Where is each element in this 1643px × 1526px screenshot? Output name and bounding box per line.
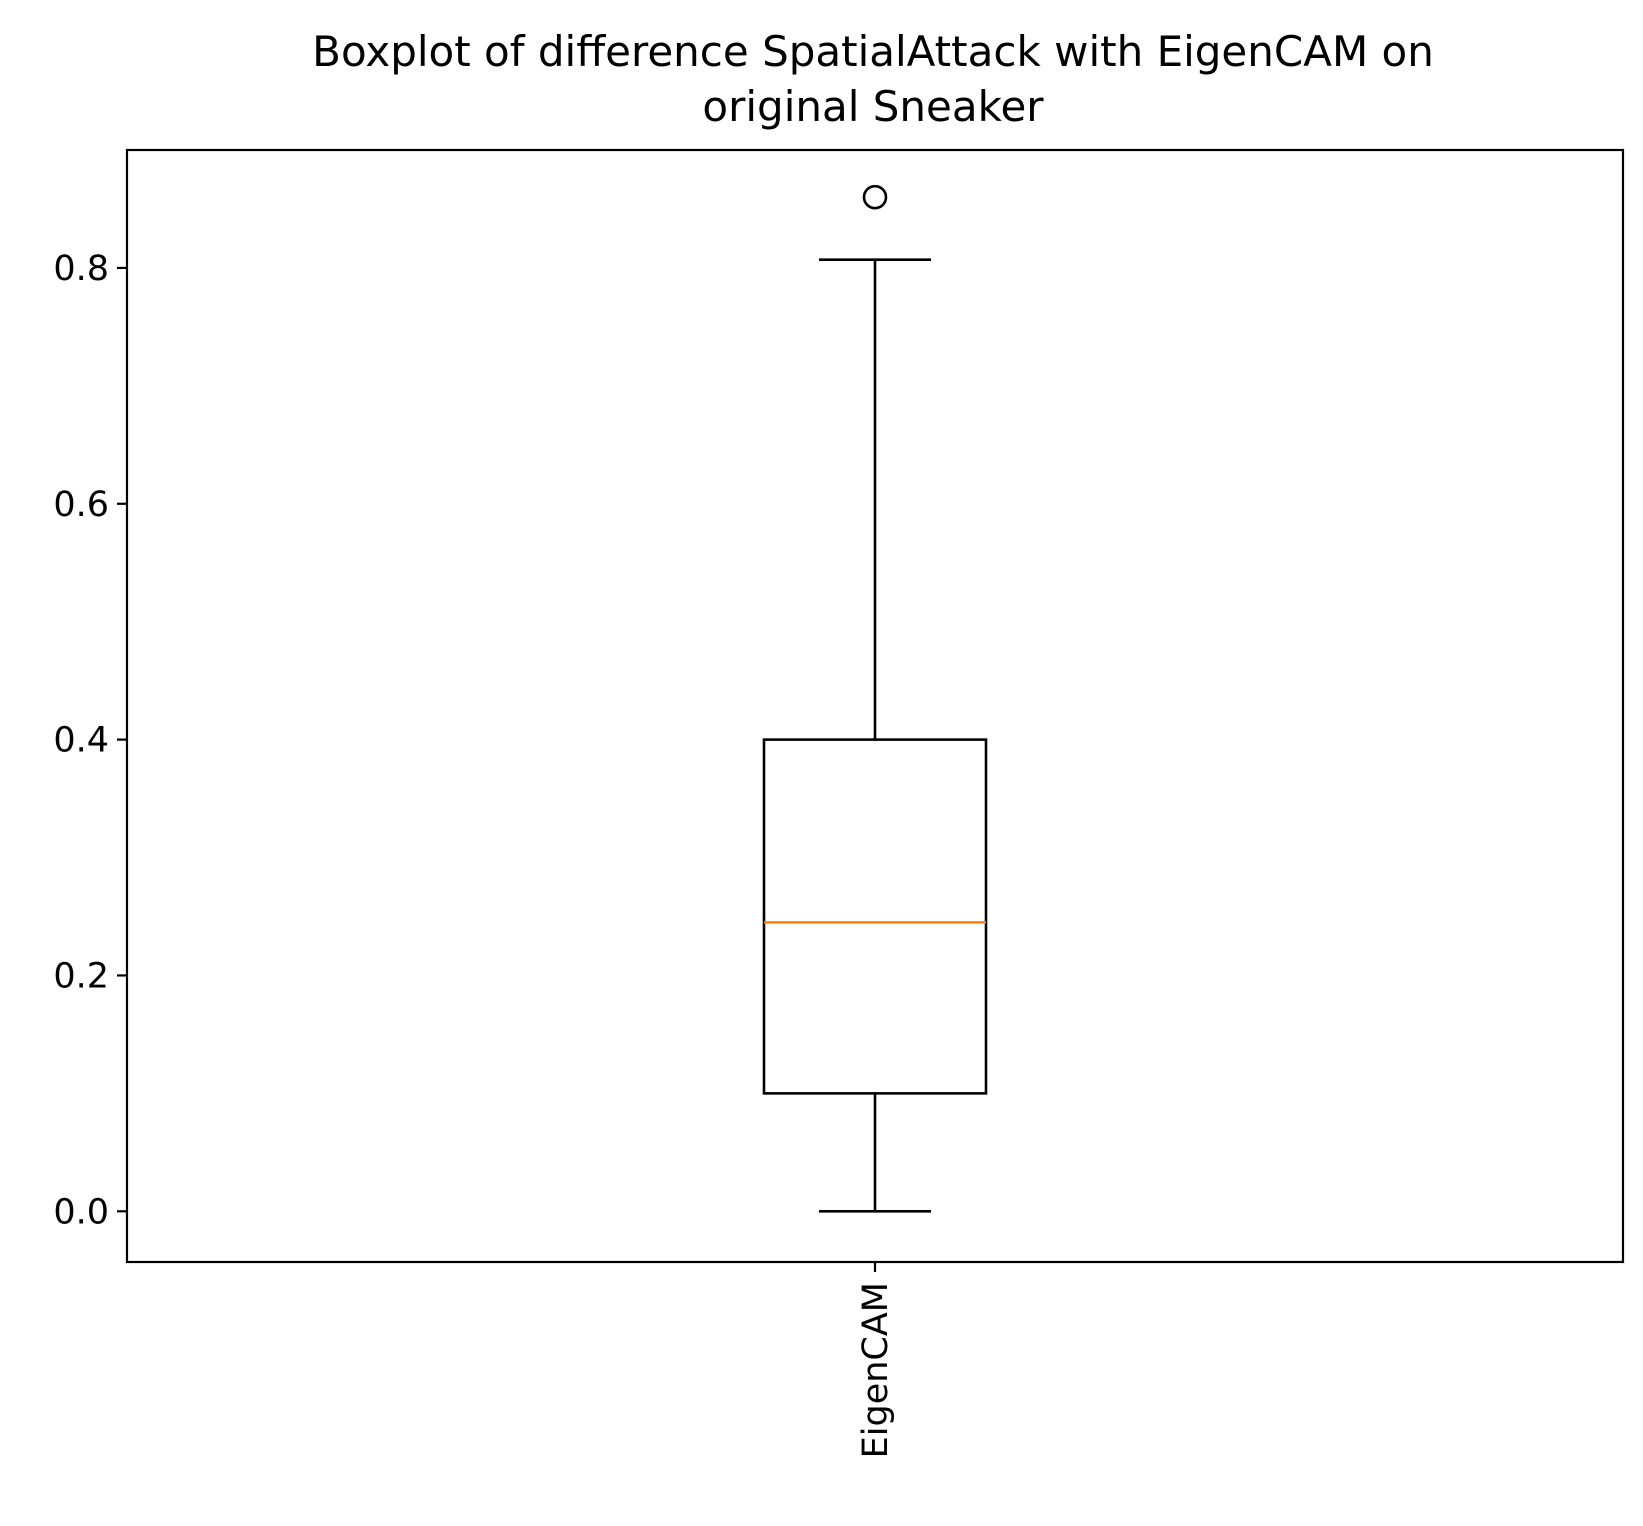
chart-title: Boxplot of difference SpatialAttack with… xyxy=(312,27,1434,131)
chart-title-line-2: original Sneaker xyxy=(702,82,1044,131)
x-tick-label: EigenCAM xyxy=(856,1282,896,1458)
y-tick-label: 0.2 xyxy=(53,956,109,996)
y-tick-label: 0.4 xyxy=(53,721,109,761)
plot-area: 0.0 0.2 0.4 0.6 0.8 EigenCAM xyxy=(53,148,1625,1458)
outlier-point xyxy=(862,184,888,210)
y-tick-label: 0.6 xyxy=(53,485,109,525)
iqr-box xyxy=(762,738,988,1095)
y-tick-label: 0.0 xyxy=(53,1192,109,1232)
y-tick-label: 0.8 xyxy=(53,249,109,289)
chart-title-line-1: Boxplot of difference SpatialAttack with… xyxy=(312,27,1434,76)
